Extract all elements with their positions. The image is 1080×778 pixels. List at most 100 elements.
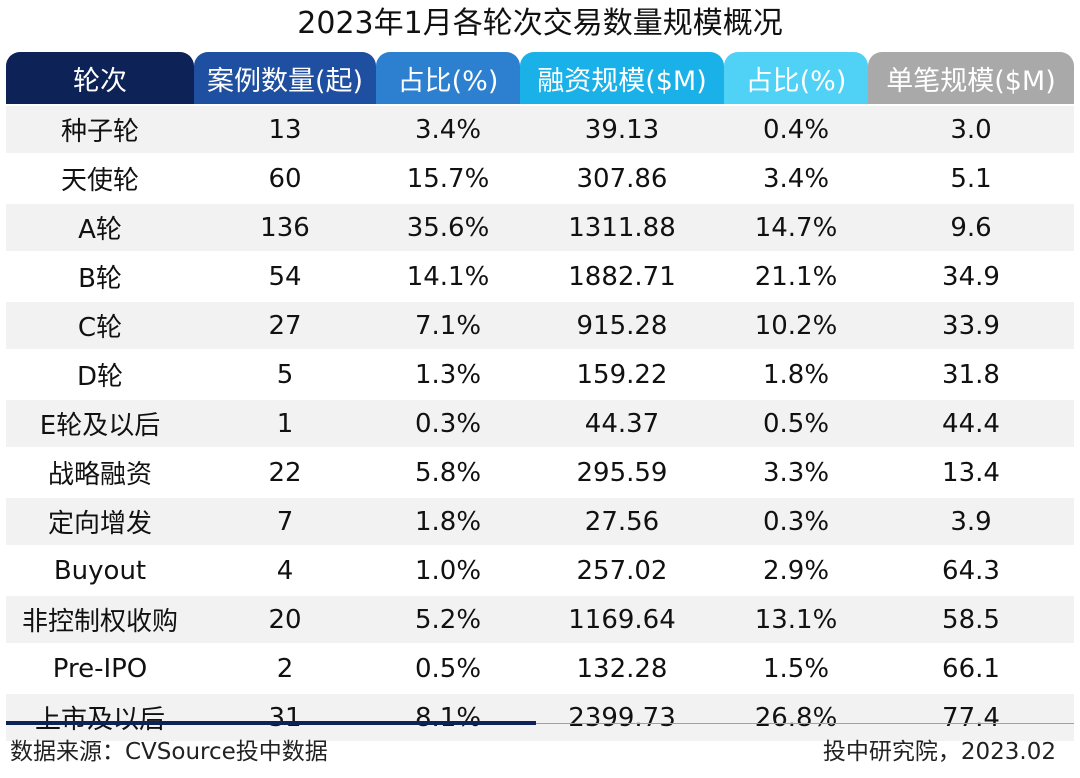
round-name-cell: 种子轮: [6, 104, 194, 153]
round-name-cell: Pre-IPO: [6, 643, 194, 692]
value-cell: 13.4: [868, 447, 1074, 496]
value-cell: 7: [194, 496, 376, 545]
footer-accent-bar: [6, 721, 536, 725]
round-name-cell: B轮: [6, 251, 194, 300]
column-header: 单笔规模($M): [868, 52, 1074, 104]
round-name-cell: 战略融资: [6, 447, 194, 496]
value-cell: 0.5%: [376, 643, 520, 692]
table-row: D轮 5 1.3% 159.22 1.8% 31.8: [6, 349, 1074, 398]
column-header: 案例数量(起): [194, 52, 376, 104]
table-row: 上市及以后 31 8.1% 2399.73 26.8% 77.4: [6, 692, 1074, 741]
round-name-cell: 非控制权收购: [6, 594, 194, 643]
value-cell: 132.28: [520, 643, 724, 692]
value-cell: 0.3%: [376, 398, 520, 447]
value-cell: 33.9: [868, 300, 1074, 349]
round-name-cell: 天使轮: [6, 153, 194, 202]
value-cell: 1311.88: [520, 202, 724, 251]
value-cell: 58.5: [868, 594, 1074, 643]
value-cell: 5: [194, 349, 376, 398]
data-table: 轮次 案例数量(起) 占比(%) 融资规模($M) 占比(%) 单笔规模($M) 种子轮 1…: [6, 52, 1074, 741]
round-name-cell: Buyout: [6, 545, 194, 594]
value-cell: 307.86: [520, 153, 724, 202]
value-cell: 13.1%: [724, 594, 868, 643]
value-cell: 3.9: [868, 496, 1074, 545]
value-cell: 13: [194, 104, 376, 153]
value-cell: 14.1%: [376, 251, 520, 300]
table-row: 种子轮 13 3.4% 39.13 0.4% 3.0: [6, 104, 1074, 153]
value-cell: 0.5%: [724, 398, 868, 447]
table-row: 战略融资 22 5.8% 295.59 3.3% 13.4: [6, 447, 1074, 496]
table-row: E轮及以后 1 0.3% 44.37 0.5% 44.4: [6, 398, 1074, 447]
value-cell: 35.6%: [376, 202, 520, 251]
chart-title: 2023年1月各轮次交易数量规模概况: [297, 6, 783, 41]
column-header: 占比(%): [376, 52, 520, 104]
value-cell: 5.2%: [376, 594, 520, 643]
table-row: C轮 27 7.1% 915.28 10.2% 33.9: [6, 300, 1074, 349]
value-cell: 60: [194, 153, 376, 202]
value-cell: 2: [194, 643, 376, 692]
value-cell: 136: [194, 202, 376, 251]
footer-divider: [536, 723, 1074, 724]
value-cell: 159.22: [520, 349, 724, 398]
value-cell: 1882.71: [520, 251, 724, 300]
value-cell: 295.59: [520, 447, 724, 496]
table-header-row: 轮次 案例数量(起) 占比(%) 融资规模($M) 占比(%) 单笔规模($M): [6, 52, 1074, 104]
value-cell: 34.9: [868, 251, 1074, 300]
value-cell: 4: [194, 545, 376, 594]
round-name-cell: D轮: [6, 349, 194, 398]
value-cell: 1: [194, 398, 376, 447]
value-cell: 1.3%: [376, 349, 520, 398]
value-cell: 39.13: [520, 104, 724, 153]
table-body: 种子轮 13 3.4% 39.13 0.4% 3.0 天使轮 60 15.7% 307.86 3.4…: [6, 104, 1074, 741]
value-cell: 31.8: [868, 349, 1074, 398]
table-row: Pre-IPO 2 0.5% 132.28 1.5% 66.1: [6, 643, 1074, 692]
value-cell: 7.1%: [376, 300, 520, 349]
value-cell: 8.1%: [376, 692, 520, 741]
value-cell: 257.02: [520, 545, 724, 594]
value-cell: 3.4%: [376, 104, 520, 153]
value-cell: 27.56: [520, 496, 724, 545]
table-row: Buyout 4 1.0% 257.02 2.9% 64.3: [6, 545, 1074, 594]
value-cell: 1.8%: [724, 349, 868, 398]
value-cell: 5.8%: [376, 447, 520, 496]
table-row: 非控制权收购 20 5.2% 1169.64 13.1% 58.5: [6, 594, 1074, 643]
round-name-cell: C轮: [6, 300, 194, 349]
value-cell: 10.2%: [724, 300, 868, 349]
value-cell: 0.3%: [724, 496, 868, 545]
value-cell: 14.7%: [724, 202, 868, 251]
value-cell: 5.1: [868, 153, 1074, 202]
source-note: 数据来源：CVSource投中数据: [10, 739, 328, 765]
value-cell: 915.28: [520, 300, 724, 349]
value-cell: 20: [194, 594, 376, 643]
value-cell: 0.4%: [724, 104, 868, 153]
column-header: 融资规模($M): [520, 52, 724, 104]
value-cell: 21.1%: [724, 251, 868, 300]
round-name-cell: E轮及以后: [6, 398, 194, 447]
table-row: B轮 54 14.1% 1882.71 21.1% 34.9: [6, 251, 1074, 300]
credit-note: 投中研究院，2023.02: [822, 739, 1056, 765]
round-name-cell: 定向增发: [6, 496, 194, 545]
value-cell: 2399.73: [520, 692, 724, 741]
value-cell: 3.3%: [724, 447, 868, 496]
column-header: 占比(%): [724, 52, 868, 104]
value-cell: 27: [194, 300, 376, 349]
value-cell: 31: [194, 692, 376, 741]
value-cell: 9.6: [868, 202, 1074, 251]
round-name-cell: 上市及以后: [6, 692, 194, 741]
value-cell: 26.8%: [724, 692, 868, 741]
round-name-cell: A轮: [6, 202, 194, 251]
value-cell: 66.1: [868, 643, 1074, 692]
value-cell: 44.37: [520, 398, 724, 447]
value-cell: 3.4%: [724, 153, 868, 202]
value-cell: 1.0%: [376, 545, 520, 594]
value-cell: 77.4: [868, 692, 1074, 741]
table-row: A轮 136 35.6% 1311.88 14.7% 9.6: [6, 202, 1074, 251]
value-cell: 15.7%: [376, 153, 520, 202]
value-cell: 1.5%: [724, 643, 868, 692]
value-cell: 1.8%: [376, 496, 520, 545]
value-cell: 2.9%: [724, 545, 868, 594]
table-row: 天使轮 60 15.7% 307.86 3.4% 5.1: [6, 153, 1074, 202]
value-cell: 54: [194, 251, 376, 300]
value-cell: 1169.64: [520, 594, 724, 643]
value-cell: 22: [194, 447, 376, 496]
